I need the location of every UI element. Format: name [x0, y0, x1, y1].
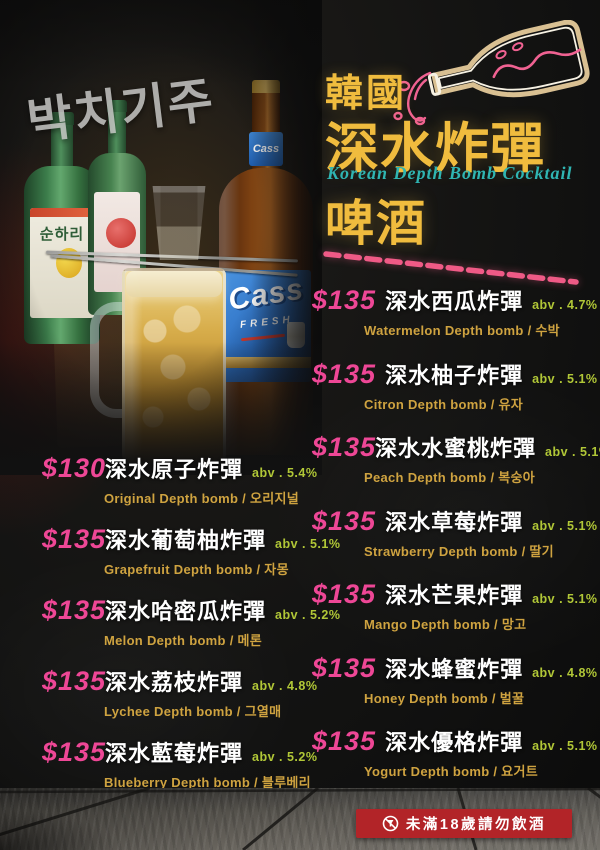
menu-item: $135 深水草莓炸彈 abv . 5.1% Strawberry Depth bo… — [312, 505, 598, 560]
item-subtitle: Lychee Depth bomb / 그열매 — [104, 704, 282, 719]
header-country: 韓國 — [325, 73, 408, 115]
header-subtitle-script: Korean Depth Bomb Cocktail — [327, 163, 573, 183]
item-subtitle: Yogurt Depth bomb / 요거트 — [364, 764, 538, 779]
item-subtitle: Blueberry Depth bomb / 블루베리 — [104, 775, 311, 790]
item-price: $135 — [42, 524, 107, 554]
item-abv: abv . 5.1% — [532, 592, 598, 606]
item-abv: abv . 5.1% — [545, 445, 600, 459]
menu-item: $130 深水原子炸彈 abv . 5.4% Original Depth bomb… — [42, 452, 317, 507]
item-name: 深水哈密瓜炸彈 — [105, 599, 267, 624]
item-price: $135 — [312, 432, 377, 462]
item-name: 深水芒果炸彈 — [385, 583, 524, 608]
item-abv: abv . 5.2% — [275, 608, 341, 622]
menu-item: $135 深水藍莓炸彈 abv . 5.2% Blueberry Depth bom… — [42, 736, 317, 791]
item-name: 深水草莓炸彈 — [385, 509, 524, 535]
item-subtitle: Grapefruit Depth bomb / 자몽 — [104, 562, 289, 577]
item-subtitle: Melon Depth bomb / 메론 — [104, 633, 263, 648]
item-name: 深水藍莓炸彈 — [105, 741, 244, 766]
item-name: 深水西瓜炸彈 — [385, 289, 524, 314]
menu-column-right: $135 深水西瓜炸彈 abv . 4.7% Watermelon Depth bo… — [312, 284, 600, 799]
age-warning-text: 未滿18歲請勿飲酒 — [405, 817, 547, 833]
item-abv: abv . 5.1% — [532, 518, 598, 533]
item-abv: abv . 5.1% — [275, 537, 341, 551]
item-subtitle: Honey Depth bomb / 벌꿀 — [364, 690, 525, 706]
item-price: $135 — [42, 666, 107, 696]
item-subtitle: Peach Depth bomb / 복숭아 — [364, 470, 536, 485]
item-subtitle: Original Depth bomb / 오리지널 — [104, 491, 300, 506]
photo-vignette — [0, 0, 322, 475]
menu-item: $135 深水芒果炸彈 abv . 5.1% Mango Depth bomb / … — [312, 578, 598, 633]
menu-item: $135 深水葡萄柚炸彈 abv . 5.1% Grapefruit Depth b… — [42, 523, 340, 578]
item-abv: abv . 4.8% — [532, 665, 598, 680]
neon-bottle-icon — [393, 20, 590, 126]
drink-photo: 순하리 Cass Cass FRESH — [0, 0, 322, 475]
menu-item: $135 深水蜂蜜炸彈 abv . 4.8% Honey Depth bomb / … — [312, 652, 598, 707]
item-name: 深水原子炸彈 — [105, 457, 244, 482]
item-abv: abv . 5.4% — [252, 466, 318, 480]
wooden-floor — [0, 788, 600, 850]
item-name: 深水優格炸彈 — [385, 730, 524, 755]
item-subtitle: Mango Depth bomb / 망고 — [364, 617, 527, 632]
menu-item: $135 深水荔枝炸彈 abv . 4.8% Lychee Depth bomb /… — [42, 665, 317, 720]
item-price: $130 — [42, 453, 107, 483]
age-warning-badge: 未滿18歲請勿飲酒 — [356, 809, 572, 838]
item-price: $135 — [312, 652, 377, 683]
item-subtitle: Citron Depth bomb / 유자 — [364, 396, 524, 412]
pink-dashed-divider — [323, 251, 579, 285]
item-abv: abv . 5.2% — [252, 750, 318, 764]
item-price: $135 — [312, 726, 377, 756]
menu-item: $135 深水西瓜炸彈 abv . 4.7% Watermelon Depth bo… — [312, 284, 598, 339]
item-price: $135 — [312, 505, 377, 536]
item-price: $135 — [42, 737, 107, 767]
item-name: 深水水蜜桃炸彈 — [375, 436, 537, 461]
item-price: $135 — [312, 285, 377, 315]
item-name: 深水荔枝炸彈 — [105, 670, 244, 695]
item-subtitle: Strawberry Depth bomb / 딸기 — [364, 543, 554, 559]
no-drinking-icon — [382, 815, 399, 832]
item-price: $135 — [312, 579, 377, 609]
item-abv: abv . 4.7% — [532, 298, 598, 312]
menu-item: $135 深水哈密瓜炸彈 abv . 5.2% Melon Depth bomb /… — [42, 594, 340, 649]
header-title2: 啤酒 — [325, 197, 428, 251]
item-price: $135 — [312, 358, 377, 389]
item-subtitle: Watermelon Depth bomb / 수박 — [364, 323, 560, 338]
header-title: 深水炸彈 — [325, 119, 545, 179]
item-name: 深水柚子炸彈 — [385, 362, 524, 388]
item-abv: abv . 5.1% — [532, 371, 598, 386]
item-name: 深水葡萄柚炸彈 — [105, 528, 267, 553]
item-price: $135 — [42, 595, 107, 625]
item-abv: abv . 5.1% — [532, 739, 598, 753]
menu-item: $135 深水柚子炸彈 abv . 5.1% Citron Depth bomb /… — [312, 358, 598, 413]
item-name: 深水蜂蜜炸彈 — [385, 656, 524, 682]
item-abv: abv . 4.8% — [252, 679, 318, 693]
menu-column-left: $130 深水原子炸彈 abv . 5.4% Original Depth bomb… — [42, 452, 340, 807]
menu-item: $135 深水優格炸彈 abv . 5.1% Yogurt Depth bomb /… — [312, 725, 598, 780]
